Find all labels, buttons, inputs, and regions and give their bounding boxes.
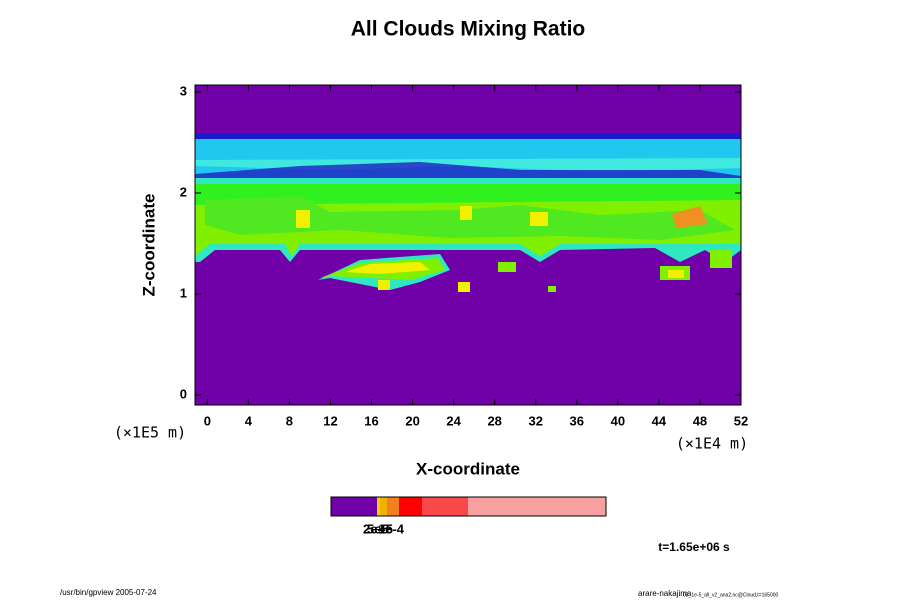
y-tick-label: 2: [180, 184, 187, 199]
x-tick-label: 4: [245, 413, 253, 428]
x-tick-label: 20: [405, 413, 419, 428]
colorbar-label: 1e-4: [378, 521, 405, 536]
y-tick-label: 3: [180, 84, 187, 99]
footer-right-small: 03_1e-5_all_v2_ana2.nc@Cloud,t=165000: [683, 592, 779, 598]
colorbar-label: 2e-5: [363, 521, 389, 536]
x-unit: (×1E4 m): [676, 435, 748, 453]
y-axis-label: Z-coordinate: [139, 194, 158, 297]
colorbar-label: 5e-5: [367, 521, 393, 536]
contour-field: [194, 84, 742, 406]
x-tick-label: 40: [611, 413, 625, 428]
x-tick-label: 12: [323, 413, 337, 428]
x-tick-label: 32: [529, 413, 543, 428]
x-axis-label: X-coordinate: [416, 459, 520, 478]
x-tick-label: 24: [446, 413, 461, 428]
time-label: t=1.65e+06 s: [658, 540, 730, 554]
x-tick-label: 36: [570, 413, 584, 428]
footer-right: arare-nakajima: [638, 589, 692, 598]
colorbar: [330, 496, 607, 517]
footer-left: /usr/bin/gpview 2005-07-24: [60, 588, 157, 597]
x-tick-label: 48: [693, 413, 707, 428]
y-unit: (×1E5 m): [114, 424, 186, 442]
x-tick-label: 44: [652, 413, 667, 428]
x-tick-label: 0: [204, 413, 211, 428]
chart-title: All Clouds Mixing Ratio: [351, 18, 586, 41]
x-tick-label: 52: [734, 413, 748, 428]
y-tick-label: 1: [180, 285, 187, 300]
x-tick-label: 16: [364, 413, 378, 428]
x-tick-label: 28: [487, 413, 501, 428]
x-tick-label: 8: [286, 413, 293, 428]
y-tick-label: 0: [180, 386, 187, 401]
